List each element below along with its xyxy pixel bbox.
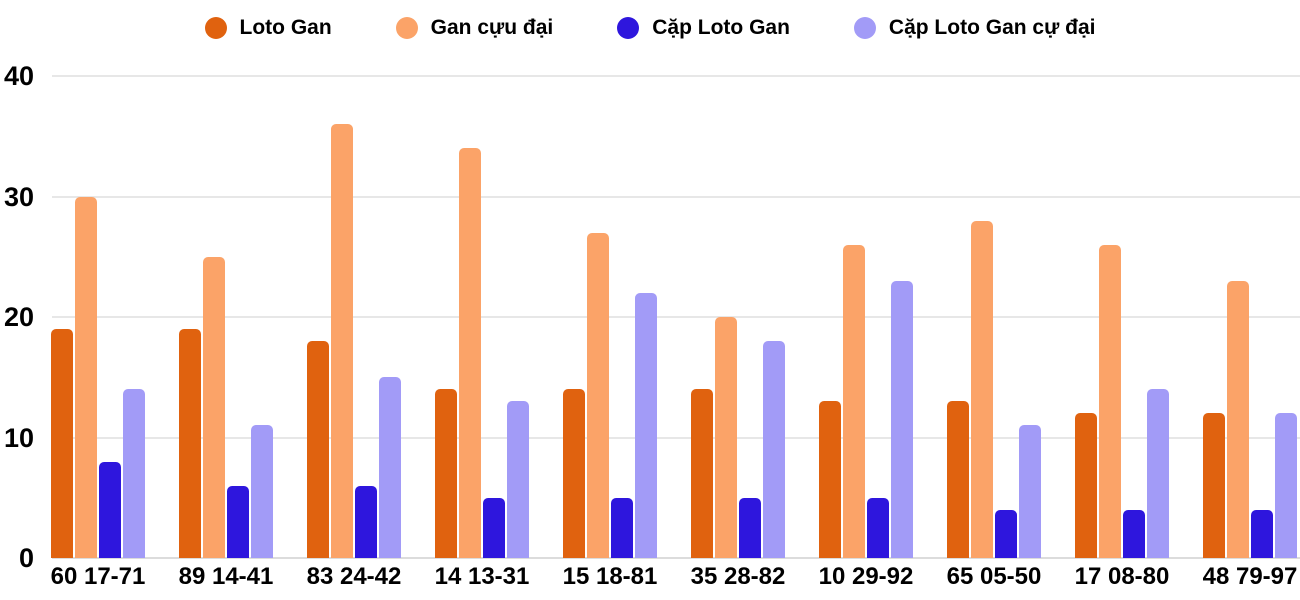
x-axis-category-label: 10 29-92 bbox=[818, 563, 914, 590]
legend-label: Cặp Loto Gan bbox=[652, 16, 790, 39]
bar-cặp-loto-gan-cự-đại[interactable] bbox=[1275, 413, 1297, 558]
bar-group-48-79-97 bbox=[1203, 76, 1297, 558]
bar-gan-cựu-đại[interactable] bbox=[1227, 280, 1249, 558]
circle-icon bbox=[395, 17, 418, 39]
bar-cặp-loto-gan-cự-đại[interactable] bbox=[251, 425, 273, 558]
circle-icon bbox=[617, 17, 640, 39]
bar-cặp-loto-gan[interactable] bbox=[99, 461, 121, 558]
y-axis-tick-label: 0 bbox=[18, 543, 34, 573]
bar-gan-cựu-đại[interactable] bbox=[587, 232, 609, 558]
bar-group-83-24-42 bbox=[307, 76, 401, 558]
x-axis-category-label: 14 13-31 bbox=[434, 563, 530, 590]
bar-cặp-loto-gan-cự-đại[interactable] bbox=[891, 280, 913, 558]
circle-icon bbox=[853, 17, 876, 39]
x-axis-category-label: 89 14-41 bbox=[178, 563, 274, 590]
bar-group-89-14-41 bbox=[179, 76, 273, 558]
y-axis-tick-label: 40 bbox=[3, 61, 34, 91]
circle-icon bbox=[204, 17, 227, 39]
bar-cặp-loto-gan-cự-đại[interactable] bbox=[1019, 425, 1041, 558]
bar-loto-gan[interactable] bbox=[51, 329, 73, 558]
bar-group-10-29-92 bbox=[819, 76, 913, 558]
bar-loto-gan[interactable] bbox=[179, 329, 201, 558]
bar-loto-gan[interactable] bbox=[1203, 413, 1225, 558]
legend-label: Gan cựu đại bbox=[430, 16, 554, 39]
x-axis-category-label: 83 24-42 bbox=[306, 563, 402, 590]
y-axis-tick-label: 30 bbox=[3, 181, 34, 212]
bar-cặp-loto-gan[interactable] bbox=[355, 485, 377, 558]
bar-cặp-loto-gan-cự-đại[interactable] bbox=[123, 389, 145, 558]
gridline-y-30 bbox=[52, 195, 1300, 198]
bar-group-65-05-50 bbox=[947, 76, 1041, 558]
bar-gan-cựu-đại[interactable] bbox=[715, 317, 737, 558]
legend-item-gan-cựu-đại: Gan cựu đại bbox=[395, 16, 554, 40]
bar-cặp-loto-gan-cự-đại[interactable] bbox=[507, 401, 529, 558]
bar-cặp-loto-gan-cự-đại[interactable] bbox=[635, 292, 657, 558]
chart-legend: Loto Gan Gan cựu đại Cặp Loto Gan Cặp Loto … bbox=[0, 6, 1300, 50]
gridline-y-0 bbox=[52, 557, 1300, 559]
bar-cặp-loto-gan-cự-đại[interactable] bbox=[763, 341, 785, 558]
x-axis-category-label: 65 05-50 bbox=[946, 563, 1042, 590]
bar-cặp-loto-gan[interactable] bbox=[1251, 509, 1273, 558]
bar-cặp-loto-gan-cự-đại[interactable] bbox=[1147, 389, 1169, 558]
bar-loto-gan[interactable] bbox=[435, 389, 457, 558]
bar-group-14-13-31 bbox=[435, 76, 529, 558]
bar-loto-gan[interactable] bbox=[307, 341, 329, 558]
legend-label: Cặp Loto Gan cự đại bbox=[888, 16, 1096, 39]
x-axis-category-label: 35 28-82 bbox=[690, 563, 786, 590]
bar-loto-gan[interactable] bbox=[819, 401, 841, 558]
bar-gan-cựu-đại[interactable] bbox=[1099, 244, 1121, 558]
bar-group-35-28-82 bbox=[691, 76, 785, 558]
bar-cặp-loto-gan[interactable] bbox=[739, 497, 761, 558]
bar-gan-cựu-đại[interactable] bbox=[331, 124, 353, 558]
bar-cặp-loto-gan[interactable] bbox=[995, 509, 1017, 558]
bar-loto-gan[interactable] bbox=[1075, 413, 1097, 558]
bar-gan-cựu-đại[interactable] bbox=[843, 244, 865, 558]
x-axis-category-label: 60 17-71 bbox=[50, 563, 146, 590]
bar-gan-cựu-đại[interactable] bbox=[459, 148, 481, 558]
bar-cặp-loto-gan[interactable] bbox=[1123, 509, 1145, 558]
bar-cặp-loto-gan[interactable] bbox=[867, 497, 889, 558]
bar-loto-gan[interactable] bbox=[691, 389, 713, 558]
bar-cặp-loto-gan-cự-đại[interactable] bbox=[379, 377, 401, 558]
bar-group-15-18-81 bbox=[563, 76, 657, 558]
y-axis-tick-label: 20 bbox=[3, 302, 34, 332]
gridline-y-20 bbox=[52, 316, 1300, 318]
bar-loto-gan[interactable] bbox=[563, 389, 585, 558]
x-axis-category-label: 17 08-80 bbox=[1074, 563, 1170, 590]
legend-item-cặp-loto-gan-cự-đại: Cặp Loto Gan cự đại bbox=[853, 16, 1096, 40]
bar-gan-cựu-đại[interactable] bbox=[75, 196, 97, 558]
y-axis-tick-label: 10 bbox=[3, 422, 34, 453]
bar-cặp-loto-gan[interactable] bbox=[483, 497, 505, 558]
bar-group-17-08-80 bbox=[1075, 76, 1169, 558]
bar-group-60-17-71 bbox=[51, 76, 145, 558]
bar-cặp-loto-gan[interactable] bbox=[611, 497, 633, 558]
x-axis-category-label: 15 18-81 bbox=[562, 563, 658, 590]
legend-item-loto-gan: Loto Gan bbox=[204, 16, 332, 40]
legend-label: Loto Gan bbox=[239, 16, 332, 39]
bar-cặp-loto-gan[interactable] bbox=[227, 485, 249, 558]
legend-item-cặp-loto-gan: Cặp Loto Gan bbox=[617, 16, 790, 40]
bar-gan-cựu-đại[interactable] bbox=[971, 220, 993, 558]
gridline-y-40 bbox=[52, 75, 1300, 77]
x-axis-category-label: 48 79-97 bbox=[1202, 563, 1298, 590]
bar-gan-cựu-đại[interactable] bbox=[203, 256, 225, 558]
gridline-y-10 bbox=[52, 436, 1300, 439]
bar-loto-gan[interactable] bbox=[947, 401, 969, 558]
